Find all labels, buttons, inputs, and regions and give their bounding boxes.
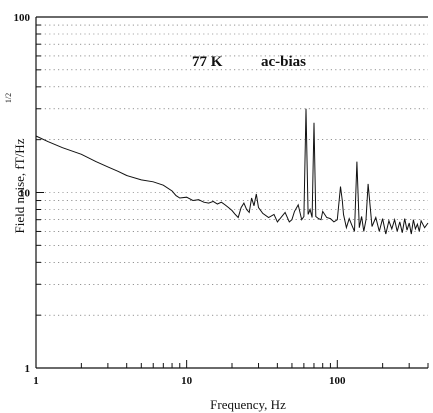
annotation-bias-mode: ac-bias xyxy=(261,54,306,70)
series-line xyxy=(35,108,429,235)
x-tick-label: 10 xyxy=(181,375,193,387)
x-tick-label: 100 xyxy=(329,375,346,387)
y-axis-title: Field noise, fT/Hz xyxy=(12,138,27,233)
tick-labels: 1 10 100 1 10 100 xyxy=(14,12,347,387)
plot-frame xyxy=(35,16,428,369)
y-axis-title-exponent: 1/2 xyxy=(4,93,13,103)
grid-lines xyxy=(36,24,428,316)
x-tick-label: 1 xyxy=(33,375,39,387)
y-tick-label: 10 xyxy=(19,188,31,200)
y-tick-label: 1 xyxy=(25,363,31,375)
x-axis-title: Frequency, Hz xyxy=(210,397,286,412)
axis-ticks xyxy=(35,16,429,369)
annotation-temperature: 77 K xyxy=(192,54,223,70)
y-tick-label: 100 xyxy=(14,12,31,24)
